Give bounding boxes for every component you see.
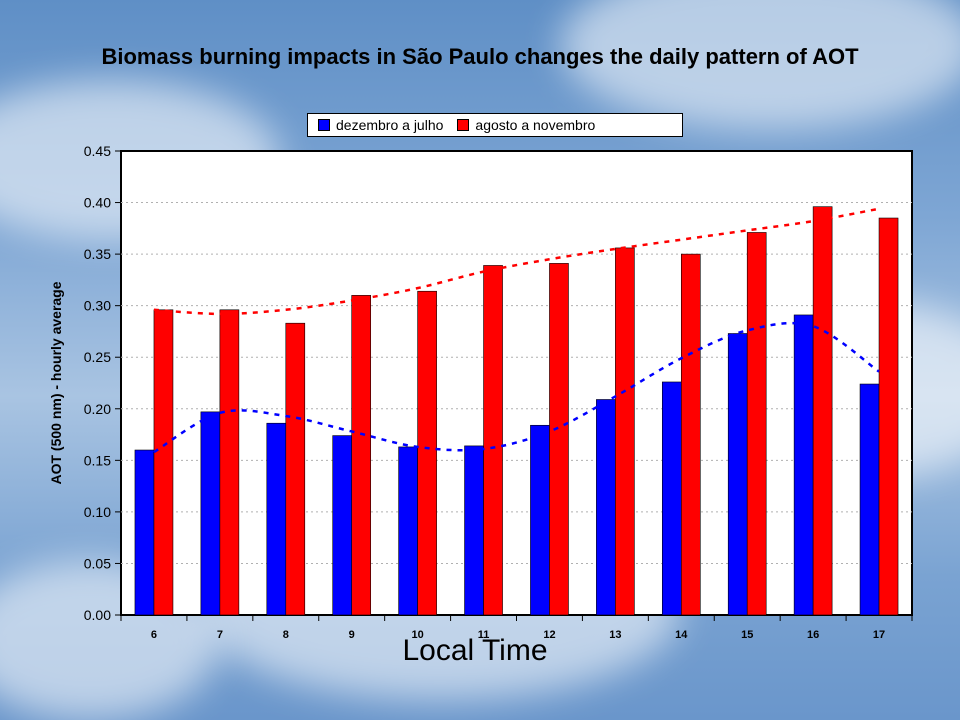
bar-agosto-a-novembro [746,232,767,616]
bar-dezembro-a-julho [530,424,550,616]
x-tick-label: 9 [349,629,355,641]
bar-agosto-a-novembro [549,263,569,616]
y-tick-label: 0.10 [84,504,111,520]
y-tick-label: 0.30 [84,298,111,314]
y-tick-label: 0.45 [84,143,111,159]
bar-dezembro-a-julho [266,422,287,616]
bar-dezembro-a-julho [793,314,814,616]
x-axis-label: Local Time [402,634,548,667]
bar-dezembro-a-julho [398,446,418,616]
bar-agosto-a-novembro [812,206,833,616]
legend-swatch-blue [318,119,330,131]
y-tick-label: 0.20 [84,401,111,417]
bar-agosto-a-novembro [153,309,174,616]
x-tick-label: 13 [609,629,621,641]
bar-dezembro-a-julho [859,383,880,616]
x-tick-label: 10 [412,629,424,641]
y-tick-label: 0.00 [84,607,111,623]
bar-agosto-a-novembro [483,265,503,616]
y-tick-label: 0.40 [84,195,111,211]
bar-agosto-a-novembro [615,247,635,616]
bar-dezembro-a-julho [134,449,155,616]
x-tick-label: 12 [543,629,555,641]
bar-agosto-a-novembro [417,290,437,616]
bar-agosto-a-novembro [680,253,701,616]
y-tick-label: 0.15 [84,452,111,468]
legend: dezembro a julho agosto a novembro [307,113,683,137]
legend-item-agosto-a-novembro: agosto a novembro [457,117,595,133]
x-tick-label: 15 [741,629,753,641]
x-tick-label: 6 [151,629,157,641]
bar-dezembro-a-julho [727,333,748,616]
bar-dezembro-a-julho [464,445,484,616]
legend-label-dezembro-a-julho: dezembro a julho [336,117,444,133]
chart-title: Biomass burning impacts in São Paulo cha… [101,44,859,69]
legend-item-dezembro-a-julho: dezembro a julho [318,117,443,133]
bar-dezembro-a-julho [661,381,682,616]
x-tick-label: 17 [873,629,885,641]
y-tick-label: 0.35 [84,246,111,262]
y-tick-label: 0.05 [84,555,111,571]
legend-label-agosto-a-novembro: agosto a novembro [475,117,596,133]
bar-dezembro-a-julho [332,435,353,616]
bar-dezembro-a-julho [596,399,616,616]
bar-agosto-a-novembro [219,309,240,616]
x-tick-label: 8 [283,629,289,641]
bar-agosto-a-novembro [285,322,306,616]
x-tick-label: 14 [675,629,688,641]
x-tick-label: 7 [217,629,223,641]
x-tick-label: 11 [478,629,490,641]
bar-dezembro-a-julho [200,411,221,616]
y-tick-label: 0.25 [84,349,111,365]
bar-agosto-a-novembro [351,295,372,616]
x-tick-label: 16 [807,629,819,641]
legend-swatch-red [457,119,470,131]
plot-area [120,150,913,616]
bar-agosto-a-novembro [878,217,899,616]
trend-line-agosto-a-novembro [153,207,880,316]
